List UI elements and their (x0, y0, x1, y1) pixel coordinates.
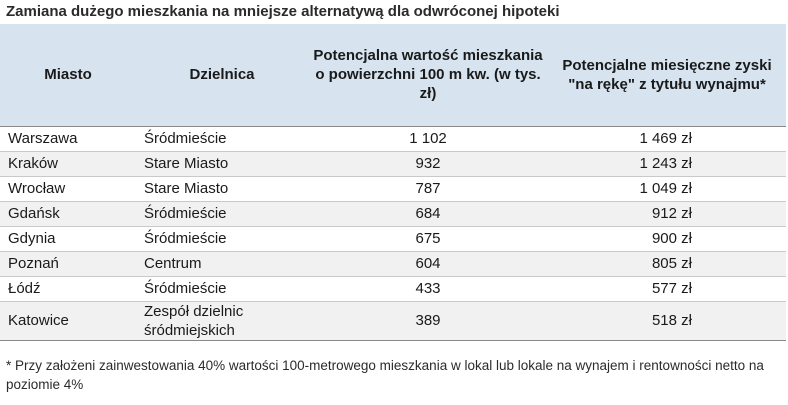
data-table: Miasto Dzielnica Potencjalna wartość mie… (0, 24, 786, 341)
table-row: Poznań Centrum 604 805 zł (0, 251, 786, 277)
column-header-city: Miasto (0, 24, 136, 127)
table-row: Gdynia Śródmieście 675 900 zł (0, 226, 786, 252)
cell-district: Zespół dzielnic śródmiejskich (136, 301, 308, 341)
table-title: Zamiana dużego mieszkania na mniejsze al… (6, 3, 560, 20)
cell-value: 433 (308, 276, 548, 302)
cell-value: 684 (308, 201, 548, 227)
cell-value: 389 (308, 301, 548, 341)
cell-income: 577 zł (548, 276, 786, 302)
cell-city: Gdynia (0, 226, 136, 252)
column-header-value: Potencjalna wartość mieszkania o powierz… (308, 24, 548, 127)
table-row: Łódź Śródmieście 433 577 zł (0, 276, 786, 302)
table-row: Wrocław Stare Miasto 787 1 049 zł (0, 176, 786, 202)
cell-income: 1 049 zł (548, 176, 786, 202)
table-row: Kraków Stare Miasto 932 1 243 zł (0, 151, 786, 177)
cell-income: 518 zł (548, 301, 786, 341)
table-row: Katowice Zespół dzielnic śródmiejskich 3… (0, 301, 786, 341)
cell-city: Gdańsk (0, 201, 136, 227)
cell-income: 912 zł (548, 201, 786, 227)
cell-income: 805 zł (548, 251, 786, 277)
table-row: Warszawa Śródmieście 1 102 1 469 zł (0, 126, 786, 152)
cell-city: Łódź (0, 276, 136, 302)
cell-district: Śródmieście (136, 276, 308, 302)
cell-district: Śródmieście (136, 201, 308, 227)
cell-city: Warszawa (0, 126, 136, 152)
cell-income: 1 243 zł (548, 151, 786, 177)
cell-city: Wrocław (0, 176, 136, 202)
cell-city: Kraków (0, 151, 136, 177)
cell-city: Katowice (0, 301, 136, 341)
cell-value: 1 102 (308, 126, 548, 152)
column-header-income: Potencjalne miesięczne zyski "na rękę" z… (548, 24, 786, 127)
cell-income: 1 469 zł (548, 126, 786, 152)
table-row: Gdańsk Śródmieście 684 912 zł (0, 201, 786, 227)
footnote: * Przy założeni zainwestowania 40% warto… (6, 358, 764, 392)
column-header-district: Dzielnica (136, 24, 308, 127)
cell-value: 675 (308, 226, 548, 252)
cell-district: Śródmieście (136, 126, 308, 152)
cell-value: 932 (308, 151, 548, 177)
table-body: Warszawa Śródmieście 1 102 1 469 zł Krak… (0, 126, 786, 341)
cell-income: 900 zł (548, 226, 786, 252)
cell-value: 604 (308, 251, 548, 277)
cell-value: 787 (308, 176, 548, 202)
table-header: Miasto Dzielnica Potencjalna wartość mie… (0, 24, 786, 127)
cell-district: Centrum (136, 251, 308, 277)
cell-city: Poznań (0, 251, 136, 277)
cell-district: Śródmieście (136, 226, 308, 252)
cell-district: Stare Miasto (136, 151, 308, 177)
cell-district: Stare Miasto (136, 176, 308, 202)
